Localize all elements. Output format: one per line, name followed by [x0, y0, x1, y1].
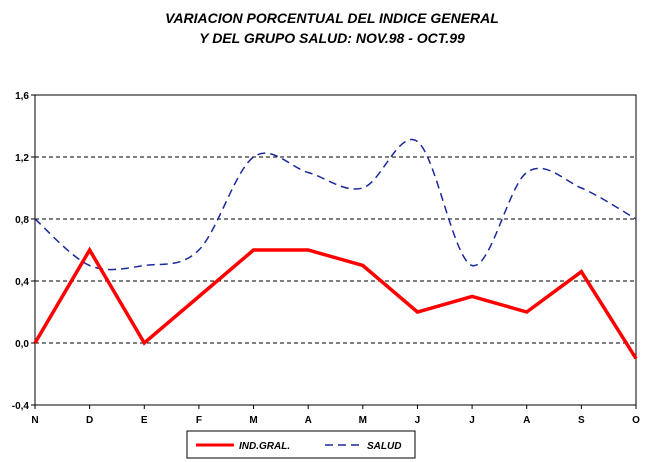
chart-subtitle: Y DEL GRUPO SALUD: NOV.98 - OCT.99 [199, 30, 465, 46]
x-tick-label: M [359, 415, 367, 426]
series-line-ind-gral [33, 246, 638, 360]
series-line-salud [34, 138, 637, 271]
x-tick-label: J [469, 415, 475, 426]
x-tick-label: E [141, 415, 148, 426]
x-tick-label: J [415, 415, 421, 426]
plot-area-frame [34, 94, 637, 406]
x-tick-label: O [632, 415, 640, 426]
x-tick-label: D [86, 415, 93, 426]
y-tick-label: 1,6 [15, 91, 29, 102]
legend: IND.GRAL. SALUD [186, 430, 416, 459]
x-tick-label: S [578, 415, 585, 426]
x-tick-label: A [305, 415, 312, 426]
legend-label-ind-gral: IND.GRAL. [239, 441, 290, 452]
x-tick-label: N [31, 415, 38, 426]
y-tick-label: 0,0 [15, 339, 29, 350]
y-tick-label: 1,2 [15, 153, 29, 164]
x-tick-label: A [523, 415, 530, 426]
axes: -0,4 0,0 0,4 0,8 1,2 1,6 N D E F M A M J J A S O [12, 91, 640, 426]
chart-title: VARIACION PORCENTUAL DEL INDICE GENERAL [165, 10, 499, 26]
y-tick-label: 0,4 [15, 277, 29, 288]
y-tick-label: -0,4 [12, 401, 30, 412]
y-tick-label: 0,8 [15, 215, 29, 226]
series-lines [33, 138, 638, 360]
x-tick-label: F [196, 415, 202, 426]
gridlines [35, 156, 636, 344]
legend-label-salud: SALUD [367, 441, 401, 452]
x-tick-label: M [249, 415, 257, 426]
